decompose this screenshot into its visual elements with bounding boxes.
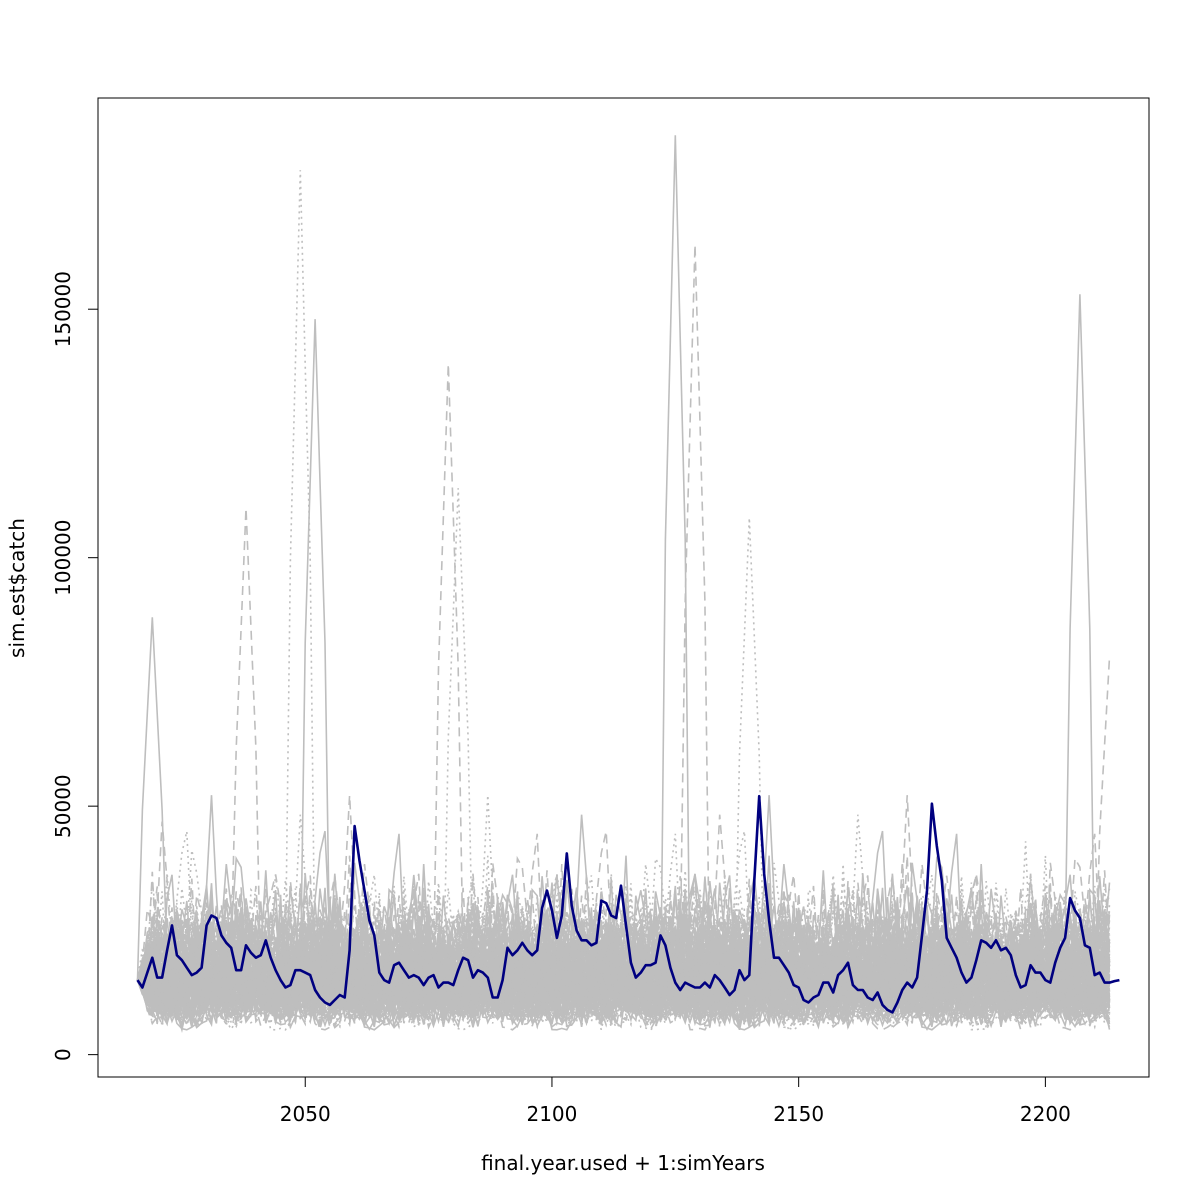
x-axis-label: final.year.used + 1:simYears [481,1151,765,1175]
simulation-line [136,901,1111,1028]
y-tick-label: 50000 [51,774,75,838]
highlighted-series-layer [136,794,1120,1014]
x-tick-label: 2200 [1020,1102,1071,1126]
simulation-line [136,864,1110,1031]
simulation-line [137,888,1111,1031]
simulation-line [136,907,1110,1025]
simulation-line [137,855,1111,1030]
y-axis-label: sim.est$catch [5,518,29,658]
y-tick-label: 100000 [51,520,75,596]
x-axis: 2050 2100 2150 2200 [280,1076,1071,1126]
simulation-line [136,830,1111,1031]
y-tick-label: 0 [51,1048,75,1061]
simulation-line [136,876,1111,1029]
simulation-line [136,862,1111,1027]
highlighted-series-line [136,794,1120,1014]
simulation-line [136,895,1111,1028]
x-tick-label: 2050 [280,1102,331,1126]
y-axis: 0 50000 100000 150000 [51,271,99,1061]
y-tick-label: 150000 [51,271,75,347]
x-tick-label: 2150 [773,1102,824,1126]
simulation-line [136,135,1110,1027]
x-tick-label: 2100 [526,1102,577,1126]
